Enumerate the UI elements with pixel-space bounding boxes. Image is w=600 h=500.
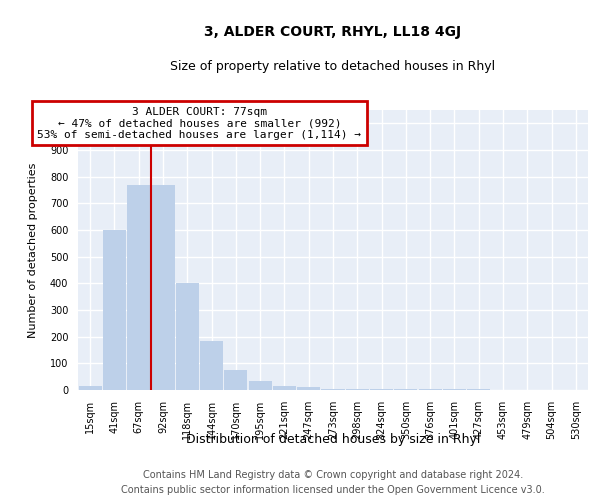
Text: Size of property relative to detached houses in Rhyl: Size of property relative to detached ho… — [170, 60, 496, 73]
Bar — [370, 388, 393, 390]
Bar — [346, 388, 369, 390]
Bar — [297, 388, 320, 390]
Bar — [248, 380, 272, 390]
Y-axis label: Number of detached properties: Number of detached properties — [28, 162, 38, 338]
Text: Distribution of detached houses by size in Rhyl: Distribution of detached houses by size … — [186, 432, 480, 446]
Bar — [467, 388, 490, 390]
Bar — [394, 388, 418, 390]
Text: Contains HM Land Registry data © Crown copyright and database right 2024.: Contains HM Land Registry data © Crown c… — [143, 470, 523, 480]
Bar — [127, 184, 150, 390]
Text: Contains public sector information licensed under the Open Government Licence v3: Contains public sector information licen… — [121, 485, 545, 495]
Bar — [273, 386, 296, 390]
Text: 3, ALDER COURT, RHYL, LL18 4GJ: 3, ALDER COURT, RHYL, LL18 4GJ — [205, 25, 461, 39]
Bar — [322, 388, 344, 390]
Bar — [200, 340, 223, 390]
Text: 3 ALDER COURT: 77sqm
← 47% of detached houses are smaller (992)
53% of semi-deta: 3 ALDER COURT: 77sqm ← 47% of detached h… — [37, 106, 361, 140]
Bar — [419, 388, 442, 390]
Bar — [151, 184, 175, 390]
Bar — [79, 386, 101, 390]
Bar — [443, 388, 466, 390]
Bar — [224, 370, 247, 390]
Bar — [103, 230, 126, 390]
Bar — [176, 284, 199, 390]
